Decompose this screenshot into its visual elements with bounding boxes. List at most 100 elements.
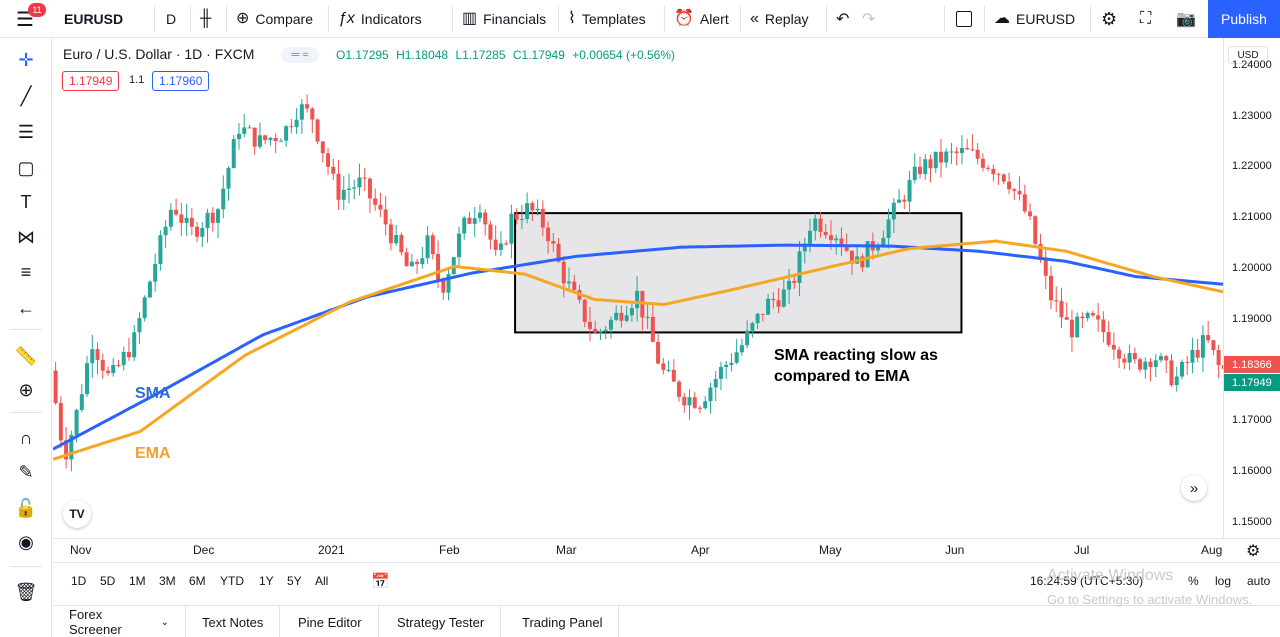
layout-symbol-button[interactable]: ☁ EURUSD [994, 0, 1075, 38]
tab-strategy-tester[interactable]: Strategy Tester [381, 606, 502, 637]
tab-label: Strategy Tester [397, 614, 485, 630]
range-button-6m[interactable]: 6M [189, 574, 206, 588]
range-button-5y[interactable]: 5Y [287, 574, 302, 588]
candle-body [383, 209, 388, 225]
candle-body [153, 263, 158, 282]
candle [771, 292, 776, 309]
tab-forex-screener[interactable]: Forex Screener ⌄ [53, 606, 186, 637]
axis-settings-button[interactable]: ⚙ [1246, 541, 1260, 561]
date-range-button[interactable]: 📅 [371, 572, 390, 590]
tradingview-logo[interactable]: TV [63, 500, 91, 528]
candle-body [493, 239, 498, 250]
range-button-3m[interactable]: 3M [159, 574, 176, 588]
hide-tool[interactable]: ◉ [12, 528, 40, 556]
fib-tool[interactable]: ☰ [12, 118, 40, 146]
candle-body [1111, 344, 1116, 350]
candle [729, 353, 734, 372]
crosshair-tool[interactable]: ✛ [12, 46, 40, 74]
chart-pane[interactable]: Euro / U.S. Dollar · 1D · FXCM ═ ≈ O1.17… [53, 38, 1223, 538]
range-button-ytd[interactable]: YTD [220, 574, 244, 588]
trend-line-tool[interactable]: ╱ [12, 82, 40, 110]
candle [755, 312, 760, 330]
ruler-tool[interactable]: 📏 [12, 342, 40, 370]
interval-button[interactable]: D [166, 11, 177, 27]
publish-button[interactable]: Publish [1208, 0, 1280, 38]
candle-body [1200, 335, 1205, 358]
zoom-tool[interactable]: ⊕ [12, 376, 40, 404]
bottom-panel: Forex Screener ⌄ Text Notes Pine Editor … [53, 605, 1280, 637]
candle [970, 134, 975, 152]
drawing-mode-tool[interactable]: ✎ [12, 458, 40, 486]
range-button-1d[interactable]: 1D [71, 574, 87, 588]
snapshot-button[interactable]: 📷 [1176, 0, 1196, 38]
candle [132, 325, 137, 361]
undo-button[interactable]: ↶ [836, 0, 849, 38]
legend-settings-pill[interactable]: ═ ≈ [281, 47, 319, 63]
templates-button[interactable]: ⌇ Templates [568, 0, 646, 38]
alert-button[interactable]: ⏰ Alert [674, 0, 729, 38]
buy-button[interactable]: 1.17960 [152, 71, 210, 91]
pattern-tool[interactable]: ⋈ [12, 223, 40, 251]
candle-body [404, 252, 409, 267]
lock-tool[interactable]: 🔓 [12, 494, 40, 522]
clock-readout[interactable]: 16:24:59 (UTC+5:30) [1030, 574, 1144, 588]
financials-button[interactable]: ▥ Financials [462, 0, 546, 38]
candle-body [305, 104, 310, 109]
candle [1090, 310, 1095, 318]
auto-toggle[interactable]: auto [1247, 574, 1271, 588]
settings-button[interactable]: ⚙ [1101, 0, 1117, 38]
layout-button[interactable] [956, 0, 972, 38]
compare-button[interactable]: ⊕ Compare [236, 0, 313, 38]
replay-button[interactable]: « Replay [750, 0, 809, 38]
magnet-tool[interactable]: ∩ [12, 424, 40, 452]
candle-body [666, 369, 671, 371]
range-button-1y[interactable]: 1Y [259, 574, 274, 588]
candle [111, 358, 116, 377]
log-toggle[interactable]: log [1215, 574, 1232, 588]
candle-body [954, 151, 959, 154]
candle-body [1211, 340, 1216, 351]
sell-button[interactable]: 1.17949 [62, 71, 120, 91]
range-button-all[interactable]: All [315, 574, 329, 588]
candle-body [357, 177, 362, 188]
chart-type-button[interactable]: ╫ [200, 0, 217, 38]
candle [739, 338, 744, 356]
price-axis[interactable]: USD 1.24000 1.23000 1.22000 1.21000 1.20000 1… [1223, 38, 1280, 538]
time-tick-label: Mar [556, 543, 577, 557]
shapes-tool[interactable]: ▢ [12, 154, 40, 182]
percent-toggle[interactable]: % [1188, 574, 1199, 588]
time-tick-label: Jul [1074, 543, 1090, 557]
time-axis[interactable]: Nov Dec 2021 Feb Mar Apr May Jun Jul Aug ⚙ [53, 538, 1280, 562]
alarm-clock-icon: ⏰ [674, 10, 694, 27]
indicators-button[interactable]: ƒx Indicators [338, 0, 422, 38]
candle-body [587, 321, 592, 329]
symbol-search[interactable]: EURUSD [64, 11, 124, 27]
legend-close: C1.17949 [512, 48, 565, 62]
candle [1033, 215, 1038, 246]
candle [891, 198, 896, 233]
prediction-tool[interactable]: ≡ [12, 258, 40, 286]
candle [996, 172, 1001, 185]
candle-body [205, 212, 210, 229]
remove-tool[interactable]: 🗑 [12, 578, 40, 606]
candle-body [860, 256, 865, 268]
candle [839, 227, 844, 256]
candle [399, 232, 404, 256]
price-chart[interactable] [53, 38, 1223, 538]
tab-text-notes[interactable]: Text Notes [186, 606, 281, 637]
range-button-5d[interactable]: 5D [100, 574, 116, 588]
candle [530, 201, 535, 222]
text-tool[interactable]: T [12, 188, 40, 216]
fullscreen-button[interactable]: ⛶ [1140, 0, 1151, 38]
candle [697, 405, 702, 414]
candle [535, 199, 540, 216]
currency-button[interactable]: USD [1228, 46, 1268, 64]
tab-trading-panel[interactable]: Trading Panel [506, 606, 620, 637]
gear-icon: ⚙ [1246, 543, 1261, 560]
tab-pine-editor[interactable]: Pine Editor [282, 606, 379, 637]
candle-body [394, 235, 399, 244]
scroll-to-realtime-button[interactable]: » [1181, 475, 1207, 501]
back-tool[interactable]: ← [12, 294, 40, 322]
range-button-1m[interactable]: 1M [129, 574, 146, 588]
redo-button[interactable]: ↷ [862, 0, 875, 38]
